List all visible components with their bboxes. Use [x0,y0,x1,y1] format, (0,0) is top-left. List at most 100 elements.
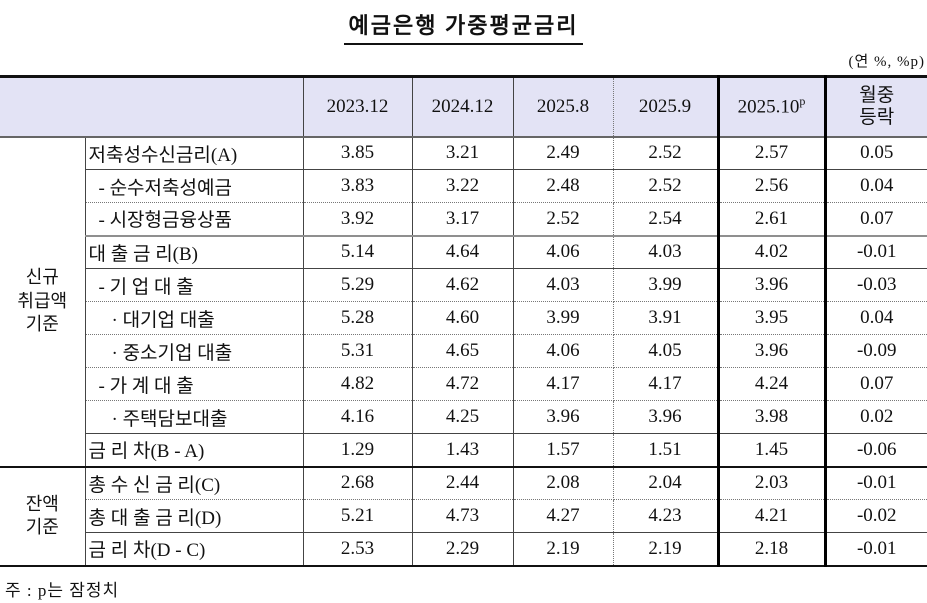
column-header: 2025.8 [513,76,614,138]
value-cell: 4.03 [613,235,719,269]
value-cell: 2.19 [513,532,614,567]
title-wrap: 예금은행 가중평균금리 [0,0,927,45]
table-row: · 중소기업 대출 5.31 4.65 4.06 4.05 3.96 -0.09 [0,334,927,368]
value-cell: 1.29 [303,433,413,468]
value-cell: 3.96 [716,268,827,302]
table-body: 신규 취급액 기준 저축성수신금리(A) 3.85 3.21 2.49 2.52 2.57 0… [0,136,927,567]
value-cell: 3.21 [412,136,514,170]
table-row: 총 대 출 금 리(D) 5.21 4.73 4.27 4.23 4.21 -0.02 [0,499,927,533]
value-cell: 2.57 [716,136,827,170]
value-cell: 5.14 [303,235,413,269]
value-cell: 3.95 [716,301,827,335]
value-cell: 3.96 [716,334,827,368]
row-group-label: 신규 취급액 기준 [0,136,86,468]
value-cell: 4.65 [412,334,514,368]
column-header: 월중 등락 [825,76,927,138]
value-cell: 0.04 [825,301,927,335]
row-label: 저축성수신금리(A) [85,136,304,170]
value-cell: 4.16 [303,400,413,434]
row-label: 총 수 신 금 리(C) [85,466,304,500]
column-header: 2025.10p [716,76,827,138]
value-cell: 5.31 [303,334,413,368]
value-cell: 2.61 [716,202,827,237]
row-label: · 대기업 대출 [85,301,304,335]
value-cell: 2.04 [613,466,719,500]
value-cell: -0.01 [825,532,927,567]
value-cell: 2.52 [513,202,614,237]
value-cell: 2.53 [303,532,413,567]
value-cell: 0.04 [825,169,927,203]
value-cell: -0.09 [825,334,927,368]
row-label: - 기 업 대 출 [85,268,304,302]
value-cell: 3.92 [303,202,413,237]
value-cell: 1.45 [716,433,827,468]
rate-table: 2023.12 2024.12 2025.8 2025.9 2025.10p 월중 등락 … [0,75,927,567]
unit-note: (연 %, %p) [848,54,925,70]
table-row: - 순수저축성예금 3.83 3.22 2.48 2.52 2.56 0.04 [0,169,927,203]
footnote: 주 : p는 잠정치 [5,581,120,600]
value-cell: 4.62 [412,268,514,302]
value-cell: 0.07 [825,367,927,401]
table-row: 잔액 기준 총 수 신 금 리(C) 2.68 2.44 2.08 2.04 2.03 -0.… [0,466,927,567]
value-cell: 2.54 [613,202,719,237]
table-row: · 대기업 대출 5.28 4.60 3.99 3.91 3.95 0.04 [0,301,927,335]
value-cell: 1.43 [412,433,514,468]
value-cell: 2.44 [412,466,514,500]
provisional-superscript: p [799,94,806,109]
value-cell: 3.17 [412,202,514,237]
value-cell: 3.91 [613,301,719,335]
value-cell: 3.85 [303,136,413,170]
table-row: 금 리 차(D - C) 2.53 2.29 2.19 2.19 2.18 -0.01 [0,532,927,567]
value-cell: 4.24 [716,367,827,401]
value-cell: 0.02 [825,400,927,434]
row-label: · 중소기업 대출 [85,334,304,368]
value-cell: 2.19 [613,532,719,567]
value-cell: 2.18 [716,532,827,567]
table-row: 신규 취급액 기준 저축성수신금리(A) 3.85 3.21 2.49 2.52 2.57 0… [0,136,927,468]
value-cell: 0.07 [825,202,927,237]
row-label: 금 리 차(B - A) [85,433,304,468]
value-cell: -0.01 [825,235,927,269]
table-row: 금 리 차(B - A) 1.29 1.43 1.57 1.51 1.45 -0.06 [0,433,927,468]
table-row: - 시장형금융상품 3.92 3.17 2.52 2.54 2.61 0.07 [0,202,927,237]
row-label: · 주택담보대출 [85,400,304,434]
value-cell: 4.64 [412,235,514,269]
row-label: 대 출 금 리(B) [85,235,304,269]
value-cell: 2.03 [716,466,827,500]
value-cell: 4.03 [513,268,614,302]
row-label: 금 리 차(D - C) [85,532,304,567]
column-header: 2023.12 [303,76,413,138]
value-cell: 4.21 [716,499,827,533]
value-cell: 5.29 [303,268,413,302]
value-cell: -0.03 [825,268,927,302]
value-cell: 4.25 [412,400,514,434]
row-group-label: 잔액 기준 [0,466,86,567]
value-cell: 1.57 [513,433,614,468]
value-cell: -0.02 [825,499,927,533]
value-cell: 2.49 [513,136,614,170]
value-cell: 4.60 [412,301,514,335]
value-cell: 3.22 [412,169,514,203]
value-cell: 2.52 [613,136,719,170]
value-cell: 1.51 [613,433,719,468]
value-cell: 4.72 [412,367,514,401]
table-row: 대 출 금 리(B) 5.14 4.64 4.06 4.03 4.02 -0.01 [0,235,927,269]
row-label: - 가 계 대 출 [85,367,304,401]
table-row: - 기 업 대 출 5.29 4.62 4.03 3.99 3.96 -0.03 [0,268,927,302]
value-cell: 0.05 [825,136,927,170]
value-cell: 3.99 [513,301,614,335]
row-label: - 시장형금융상품 [85,202,304,237]
row-label: 총 대 출 금 리(D) [85,499,304,533]
column-header: 2025.9 [613,76,719,138]
value-cell: 4.06 [513,235,614,269]
value-cell: 3.98 [716,400,827,434]
value-cell: 2.56 [716,169,827,203]
value-cell: 3.96 [513,400,614,434]
value-cell: -0.01 [825,466,927,500]
value-cell: 2.29 [412,532,514,567]
value-cell: 2.52 [613,169,719,203]
table-header: 2023.12 2024.12 2025.8 2025.9 2025.10p 월중 등락 [0,76,927,138]
value-cell: 5.21 [303,499,413,533]
value-cell: 4.02 [716,235,827,269]
